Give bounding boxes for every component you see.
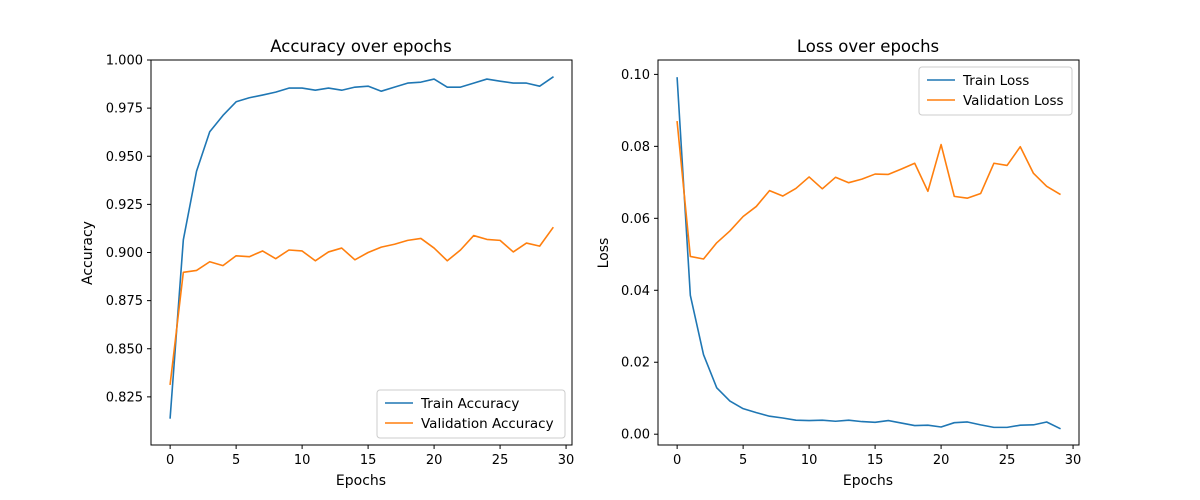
loss-x-tick-label: 20 xyxy=(933,453,950,468)
loss-y-tick-label: 0.06 xyxy=(621,212,650,227)
loss-axes-frame xyxy=(657,59,1080,446)
loss-x-tick-label: 25 xyxy=(999,453,1016,468)
accuracy-x-tick-label: 30 xyxy=(558,453,575,468)
accuracy-y-tick-label: 0.825 xyxy=(106,390,143,405)
loss-plot-title: Loss over epochs xyxy=(797,37,939,56)
accuracy-y-tick-label: 0.975 xyxy=(106,102,143,117)
loss-legend-box xyxy=(918,66,1073,116)
accuracy-x-tick-label: 15 xyxy=(360,453,377,468)
accuracy-x-tick-label: 25 xyxy=(492,453,509,468)
loss-y-tick-label: 0.04 xyxy=(621,284,650,299)
loss-x-tick-label: 15 xyxy=(867,453,884,468)
loss-y-tick-label: 0.08 xyxy=(621,140,650,155)
loss-series-line-1 xyxy=(676,121,1061,260)
accuracy-x-axis-label: Epochs xyxy=(336,473,386,489)
accuracy-legend: Train Accuracy Validation Accuracy xyxy=(376,389,566,439)
loss-legend-label-1: Validation Loss xyxy=(963,93,1064,109)
loss-y-tick-label: 0.00 xyxy=(621,428,650,443)
loss-series-line-0 xyxy=(676,77,1061,430)
accuracy-x-tick-label: 10 xyxy=(294,453,311,468)
accuracy-x-tick-label: 20 xyxy=(426,453,443,468)
accuracy-y-tick-label: 0.900 xyxy=(106,246,143,261)
accuracy-x-tick-label: 0 xyxy=(166,453,174,468)
loss-x-tick-label: 10 xyxy=(801,453,818,468)
accuracy-legend-label-1: Validation Accuracy xyxy=(421,416,554,432)
accuracy-y-tick-label: 0.950 xyxy=(106,150,143,165)
accuracy-legend-label-0: Train Accuracy xyxy=(420,396,519,412)
accuracy-series-line-1 xyxy=(169,226,554,386)
accuracy-x-tick-label: 5 xyxy=(232,453,240,468)
accuracy-plot: Accuracy over epochs Epochs Accuracy 0 5 1… xyxy=(80,37,574,489)
loss-x-tick-label: 5 xyxy=(739,453,747,468)
loss-x-tick-label: 0 xyxy=(673,453,681,468)
loss-y-axis-label: Loss xyxy=(596,238,612,269)
loss-y-tick-label: 0.10 xyxy=(621,68,650,83)
accuracy-series-line-0 xyxy=(169,76,554,419)
accuracy-legend-box xyxy=(376,389,566,439)
loss-plot: Loss over epochs Epochs Loss 0 5 10 15 20 25 3… xyxy=(596,37,1081,489)
accuracy-y-tick-label: 0.850 xyxy=(106,342,143,357)
accuracy-plot-title: Accuracy over epochs xyxy=(270,37,451,56)
loss-legend: Train Loss Validation Loss xyxy=(918,66,1073,116)
loss-x-tick-label: 30 xyxy=(1065,453,1082,468)
accuracy-y-tick-label: 1.000 xyxy=(106,54,143,69)
loss-y-tick-label: 0.02 xyxy=(621,356,650,371)
loss-x-axis-label: Epochs xyxy=(843,473,893,489)
accuracy-y-tick-label: 0.925 xyxy=(106,198,143,213)
accuracy-y-axis-label: Accuracy xyxy=(80,221,96,285)
accuracy-y-tick-label: 0.875 xyxy=(106,294,143,309)
loss-legend-label-0: Train Loss xyxy=(962,73,1029,89)
